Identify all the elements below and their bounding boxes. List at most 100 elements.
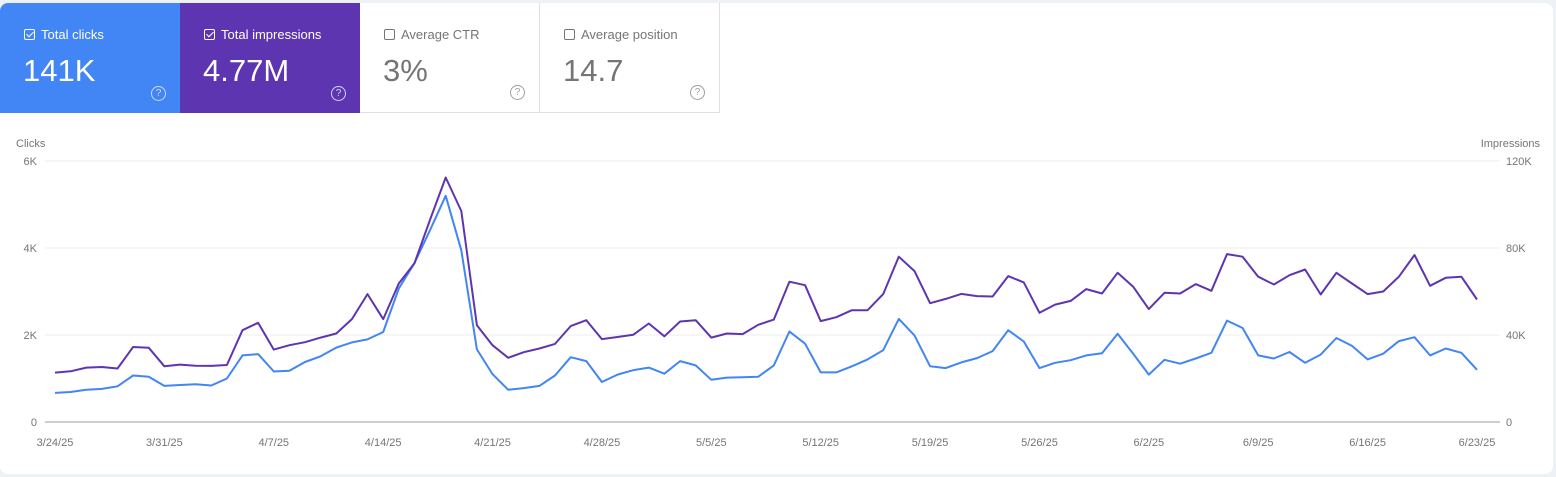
impressions-data-point xyxy=(1085,288,1087,290)
clicks-data-point xyxy=(1038,367,1040,369)
clicks-data-point xyxy=(148,376,150,378)
impressions-data-point xyxy=(1148,308,1150,310)
metric-card-total-impressions[interactable]: Total impressions 4.77M ? xyxy=(180,3,360,113)
impressions-data-point xyxy=(695,319,697,321)
clicks-data-point xyxy=(257,353,259,355)
impressions-data-point xyxy=(85,367,87,369)
impressions-data-point xyxy=(742,333,744,335)
impressions-data-point xyxy=(351,318,353,320)
clicks-data-point xyxy=(773,364,775,366)
x-tick-label: 4/7/25 xyxy=(258,437,289,449)
metric-card-total-clicks[interactable]: Total clicks 141K ? xyxy=(0,3,180,113)
performance-panel: Total clicks 141K ? Total impressions 4.… xyxy=(0,3,1553,474)
x-tick-label: 4/14/25 xyxy=(365,437,402,449)
impressions-data-point xyxy=(992,296,994,298)
impressions-data-point xyxy=(820,320,822,322)
clicks-data-point xyxy=(1320,354,1322,356)
impressions-data-point xyxy=(773,319,775,321)
impressions-data-point xyxy=(367,293,369,295)
impressions-data-point xyxy=(882,293,884,295)
impressions-data-point xyxy=(117,367,119,369)
impressions-data-point xyxy=(585,319,587,321)
clicks-data-point xyxy=(1413,336,1415,338)
checkbox-unchecked-icon[interactable] xyxy=(384,29,395,40)
help-icon[interactable]: ? xyxy=(690,85,705,100)
clicks-data-point xyxy=(242,354,244,356)
impressions-data-point xyxy=(1226,253,1228,255)
impressions-data-point xyxy=(710,337,712,339)
checkbox-checked-icon[interactable] xyxy=(204,29,215,40)
clicks-data-point xyxy=(507,389,509,391)
right-axis-label: Impressions xyxy=(1481,138,1541,150)
clicks-data-point xyxy=(1476,369,1478,371)
x-tick-label: 6/23/25 xyxy=(1459,437,1496,449)
impressions-data-point xyxy=(273,349,275,351)
checkbox-unchecked-icon[interactable] xyxy=(564,29,575,40)
impressions-data-point xyxy=(898,256,900,258)
checkbox-checked-icon[interactable] xyxy=(24,29,35,40)
clicks-data-point xyxy=(226,378,228,380)
impressions-data-point xyxy=(1070,300,1072,302)
help-icon[interactable]: ? xyxy=(151,86,166,101)
clicks-data-point xyxy=(398,287,400,289)
metric-card-average-ctr[interactable]: Average CTR 3% ? xyxy=(360,3,540,113)
x-tick-label: 5/12/25 xyxy=(802,437,839,449)
clicks-data-point xyxy=(1242,327,1244,329)
help-icon[interactable]: ? xyxy=(331,86,346,101)
impressions-data-point xyxy=(726,332,728,334)
impressions-data-point xyxy=(304,341,306,343)
impressions-data-point xyxy=(257,322,259,324)
clicks-data-point xyxy=(117,385,119,387)
impressions-data-point xyxy=(382,318,384,320)
clicks-data-point xyxy=(898,318,900,320)
x-tick-label: 5/19/25 xyxy=(912,437,949,449)
clicks-data-point xyxy=(304,361,306,363)
impressions-data-point xyxy=(1179,292,1181,294)
impressions-data-point xyxy=(960,293,962,295)
clicks-data-point xyxy=(132,374,134,376)
impressions-data-point xyxy=(163,365,165,367)
left-y-tick-label: 4K xyxy=(24,243,38,255)
clicks-data-point xyxy=(538,385,540,387)
clicks-data-point xyxy=(1445,347,1447,349)
clicks-data-point xyxy=(210,384,212,386)
impressions-data-point xyxy=(179,364,181,366)
clicks-data-point xyxy=(101,388,103,390)
clicks-data-point xyxy=(429,229,431,231)
impressions-data-point xyxy=(1413,254,1415,256)
x-tick-label: 6/2/25 xyxy=(1134,437,1165,449)
impressions-data-point xyxy=(1257,276,1259,278)
clicks-data-point xyxy=(320,355,322,357)
clicks-data-point xyxy=(179,384,181,386)
clicks-data-point xyxy=(992,350,994,352)
impressions-data-point xyxy=(1007,275,1009,277)
impressions-data-point xyxy=(757,324,759,326)
x-tick-label: 5/26/25 xyxy=(1021,437,1058,449)
metric-card-average-position[interactable]: Average position 14.7 ? xyxy=(540,3,720,113)
clicks-data-point xyxy=(1163,359,1165,361)
impressions-data-point xyxy=(1132,286,1134,288)
clicks-data-point xyxy=(1210,352,1212,354)
help-icon[interactable]: ? xyxy=(510,85,525,100)
clicks-data-point xyxy=(679,360,681,362)
impressions-data-point xyxy=(648,322,650,324)
clicks-data-point xyxy=(695,364,697,366)
impressions-data-point xyxy=(945,298,947,300)
impressions-data-point xyxy=(929,302,931,304)
impressions-data-point xyxy=(1163,292,1165,294)
clicks-data-point xyxy=(367,338,369,340)
impressions-data-point xyxy=(976,295,978,297)
impressions-data-point xyxy=(804,284,806,286)
x-tick-label: 3/31/25 xyxy=(146,437,183,449)
clicks-data-point xyxy=(757,376,759,378)
metric-value: 3% xyxy=(383,53,428,88)
impressions-data-point xyxy=(788,281,790,283)
impressions-data-point xyxy=(1367,293,1369,295)
impressions-data-point xyxy=(1398,276,1400,278)
clicks-data-point xyxy=(867,358,869,360)
clicks-data-point xyxy=(742,376,744,378)
clicks-data-point xyxy=(1101,352,1103,354)
impressions-data-point xyxy=(492,344,494,346)
impressions-data-point xyxy=(538,347,540,349)
clicks-data-point xyxy=(273,371,275,373)
